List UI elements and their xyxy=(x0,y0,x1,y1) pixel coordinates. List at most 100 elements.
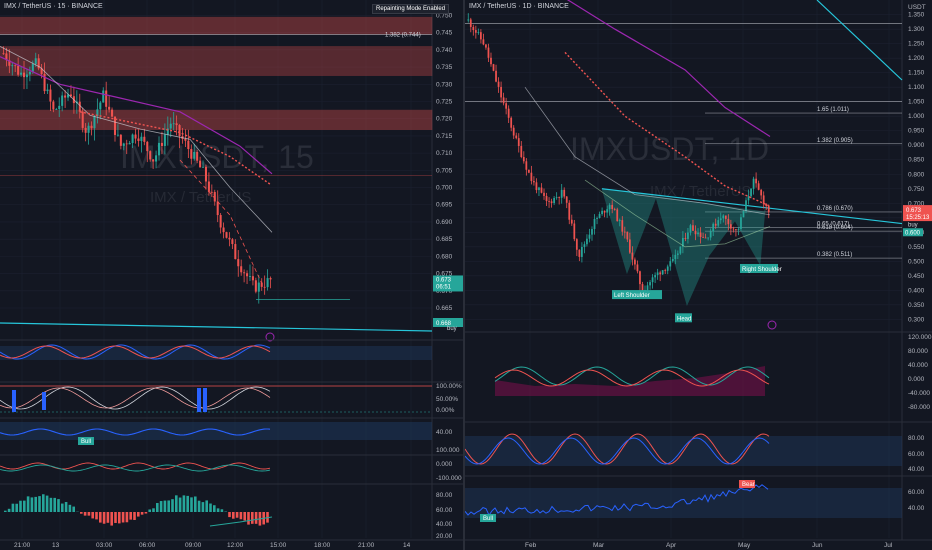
osc2-tick: 100.00% xyxy=(436,383,462,390)
y-tick-label: 0.735 xyxy=(436,64,453,71)
y-tick-label: 0.700 xyxy=(436,185,453,192)
osc5-bar xyxy=(144,512,148,514)
osc5-bar xyxy=(57,499,60,512)
candle-15m-body xyxy=(190,149,193,159)
candle-15m-body xyxy=(199,160,202,168)
y-tick-label: 0.690 xyxy=(436,219,453,226)
candle-1d-body xyxy=(487,47,490,58)
candle-15m-body xyxy=(169,123,172,129)
candle-15m-body xyxy=(31,63,34,72)
pattern-label-bg xyxy=(675,313,692,323)
price-tag: 0.673 xyxy=(436,277,452,283)
candle-15m-body xyxy=(204,166,207,182)
candle-15m-body xyxy=(184,138,187,141)
x-tick-label: 14 xyxy=(403,542,411,549)
candle-1d-body xyxy=(707,237,710,239)
candle-15m-body xyxy=(119,134,122,146)
ma-light xyxy=(584,179,771,248)
osc3-line xyxy=(465,484,769,517)
candle-1d-body xyxy=(558,197,561,198)
candle-1d-body xyxy=(732,228,735,230)
chart-15m-canvas[interactable]: 0.750 0.745 0.740 0.735 0.730 0.725 0.720 0.715… xyxy=(0,0,465,550)
x-tick-label: Jul xyxy=(884,542,893,549)
candle-15m-body xyxy=(61,95,64,106)
osc5-bar xyxy=(159,501,163,512)
osc5-tick: 80.00 xyxy=(436,492,453,499)
osc5-bar xyxy=(175,495,178,512)
osc2-tick: 60.00 xyxy=(908,451,925,458)
candle-15m-body xyxy=(67,94,70,98)
osc5-bar xyxy=(251,512,254,524)
osc5-bar xyxy=(201,502,205,512)
candle-1d-body xyxy=(560,189,563,198)
low-tag-bg xyxy=(433,318,465,327)
y-tick-label: 0.710 xyxy=(436,150,453,157)
candle-1d-body xyxy=(570,219,573,224)
candle-1d-body xyxy=(535,182,538,191)
candle-1d-body xyxy=(714,223,717,226)
x-tick-label: Apr xyxy=(666,542,677,549)
candle-1d-body xyxy=(472,26,475,31)
candle-1d-body xyxy=(603,210,606,213)
candle-15m-body xyxy=(84,127,87,133)
candle-15m-body xyxy=(113,116,117,135)
chart-pane-1d[interactable]: 1.350 1.300 1.250 1.200 1.150 1.100 1.050 1.000… xyxy=(463,0,932,550)
candle-1d-body xyxy=(687,232,689,239)
candle-1d-body xyxy=(507,108,510,118)
x-tick-label: May xyxy=(738,542,751,549)
y-tick-label: 0.750 xyxy=(436,12,453,19)
candle-15m-body xyxy=(55,109,58,110)
osc5-bar xyxy=(4,510,7,512)
candle-1d-body xyxy=(613,209,616,210)
candle-1d-body xyxy=(679,246,682,254)
pattern-label-bg xyxy=(612,290,662,300)
osc5-bar xyxy=(133,512,136,520)
candle-15m-body xyxy=(125,143,128,145)
osc1-red xyxy=(0,345,271,359)
ma-purple xyxy=(566,0,771,138)
candle-1d-body xyxy=(722,215,725,219)
chart-1d-canvas[interactable]: 1.350 1.300 1.250 1.200 1.150 1.100 1.050 1.000… xyxy=(465,0,932,550)
osc1-tick: 0.000 xyxy=(908,376,925,383)
candle-1d-body xyxy=(659,272,662,275)
osc5-bar xyxy=(239,512,243,520)
candle-1d-body xyxy=(639,271,641,285)
candle-1d-body xyxy=(694,230,697,235)
y-tick-label: 0.730 xyxy=(436,81,453,88)
repaint-badge: Repainting Mode Enabled xyxy=(372,4,450,14)
osc1-tick: 80.000 xyxy=(908,348,928,355)
candle-1d-body xyxy=(631,252,634,260)
candle-1d-body xyxy=(520,146,523,158)
candle-15m-body xyxy=(49,89,52,102)
candle-1d-body xyxy=(712,223,715,232)
fib-label: 1.65 (1.011) xyxy=(817,107,849,113)
green-tag-bg xyxy=(903,228,923,237)
osc2-red xyxy=(465,433,770,465)
osc5-bar xyxy=(49,497,53,512)
candle-1d-body xyxy=(606,209,609,213)
candle-1d-body xyxy=(563,189,566,197)
osc2-tick: 0.00% xyxy=(436,407,455,414)
candle-15m-body xyxy=(263,286,266,288)
candle-15m-body xyxy=(93,116,96,129)
osc1-tick: -80.000 xyxy=(908,404,930,411)
candle-1d-body xyxy=(757,183,760,190)
candle-15m-body xyxy=(96,109,99,117)
x-tick-label: 21:00 xyxy=(14,542,31,549)
x-tick-label: Feb xyxy=(525,542,537,549)
osc5-bar xyxy=(15,503,18,512)
candle-15m-body xyxy=(269,278,272,280)
candle-1d-body xyxy=(469,19,472,27)
watermark-sub: IMX / TetherUS xyxy=(150,189,251,206)
chart-pane-15m[interactable]: 0.750 0.745 0.740 0.735 0.730 0.725 0.720 0.715… xyxy=(0,0,465,550)
buy-label: buy xyxy=(447,326,457,332)
osc5-bar xyxy=(156,503,159,512)
osc5-bar xyxy=(26,496,30,512)
osc5-bar xyxy=(125,512,129,523)
osc2-tick: 80.00 xyxy=(908,435,925,442)
y-tick-label: 0.675 xyxy=(436,271,453,278)
green-tag: 0.600 xyxy=(905,230,921,236)
watermark-sub: IMX / TetherUS xyxy=(650,183,751,200)
pattern-label-left: Left Shoulder xyxy=(614,293,650,299)
candle-15m-body xyxy=(105,90,108,107)
